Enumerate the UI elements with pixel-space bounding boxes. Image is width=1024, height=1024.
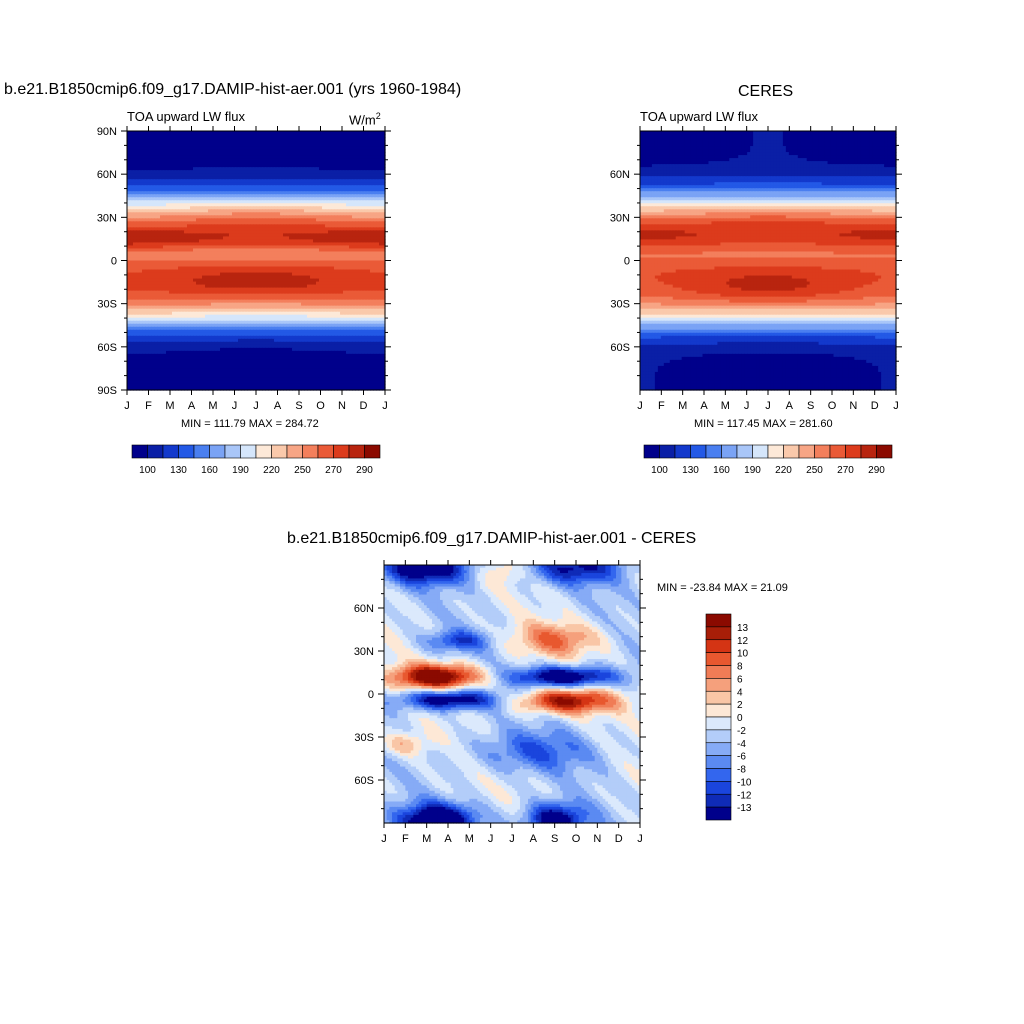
model-field [127, 131, 386, 391]
